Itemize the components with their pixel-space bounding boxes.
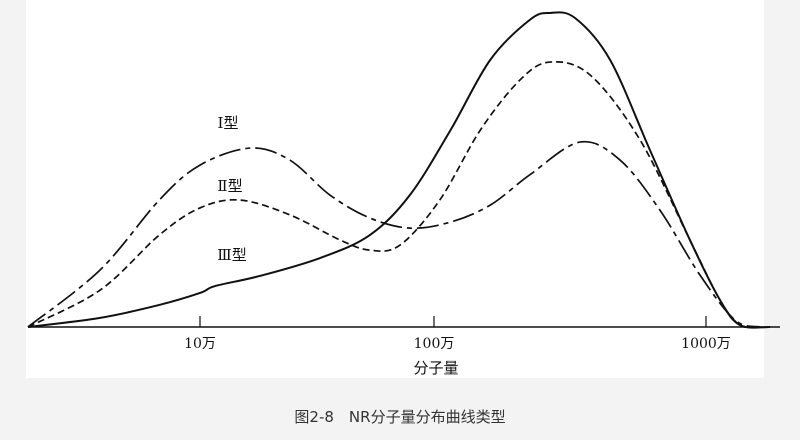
x-tick-label: 100万: [414, 336, 455, 352]
series-label-type-2: Ⅱ型: [217, 177, 242, 195]
series-label-type-3: Ⅲ型: [217, 246, 246, 264]
x-axis-label: 分子量: [413, 359, 458, 377]
series-curve-type-3: [27, 11, 771, 329]
chart-panel: [26, 0, 764, 378]
figure-caption: 图2-8 NR分子量分布曲线类型: [294, 408, 506, 426]
x-tick-label: 1000万: [681, 336, 731, 352]
x-tick-label: 10万: [184, 336, 216, 352]
series-curve-type-1: [27, 140, 761, 328]
series-label-type-1: Ⅰ型: [218, 114, 239, 132]
series-curve-type-2: [27, 61, 761, 329]
